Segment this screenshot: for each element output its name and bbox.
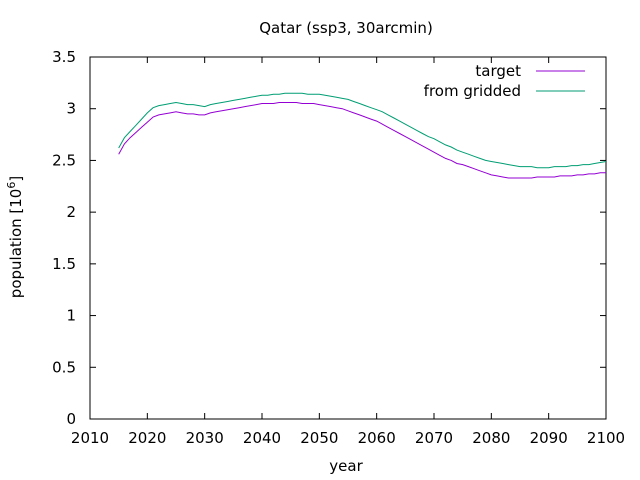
y-tick-label: 3 <box>66 100 76 118</box>
x-axis: 2010 2020 2030 2040 2050 2060 2070 2080 2090 2100 <box>71 57 625 447</box>
y-tick-label: 2 <box>66 203 76 221</box>
legend-label: target <box>475 62 521 80</box>
y-axis-label-exponent: 6 <box>5 182 18 189</box>
x-tick-label: 2070 <box>415 429 453 447</box>
x-axis-label: year <box>329 457 363 475</box>
y-axis-label: population [106] <box>5 176 25 298</box>
x-tick-label: 2090 <box>530 429 568 447</box>
y-tick-label: 0.5 <box>52 358 76 376</box>
x-tick-label: 2080 <box>472 429 510 447</box>
y-tick-label: 0 <box>66 410 76 428</box>
legend: target from gridded <box>424 62 585 100</box>
x-tick-label: 2040 <box>243 429 281 447</box>
x-tick-label: 2050 <box>300 429 338 447</box>
y-axis-label-base: population [10 <box>7 189 25 299</box>
chart-title: Qatar (ssp3, 30arcmin) <box>259 19 433 37</box>
y-tick-label: 2.5 <box>52 151 76 169</box>
plot-border <box>89 56 607 420</box>
x-tick-label: 2030 <box>186 429 224 447</box>
series-line-from-gridded <box>118 92 607 169</box>
x-tick-label: 2020 <box>128 429 166 447</box>
y-tick-label: 1.5 <box>52 255 76 273</box>
series-layer <box>118 92 607 179</box>
legend-label: from gridded <box>424 82 521 100</box>
plot-frame <box>89 56 607 420</box>
x-tick-label: 2060 <box>358 429 396 447</box>
y-tick-label: 3.5 <box>52 48 76 66</box>
y-tick-label: 1 <box>66 307 76 325</box>
y-axis: 0 0.5 1 1.5 2 2.5 3 3.5 <box>52 48 606 428</box>
x-tick-label: 2010 <box>71 429 109 447</box>
y-axis-label-close: ] <box>7 176 25 182</box>
series-line-target <box>118 102 606 179</box>
x-tick-label: 2100 <box>587 429 625 447</box>
